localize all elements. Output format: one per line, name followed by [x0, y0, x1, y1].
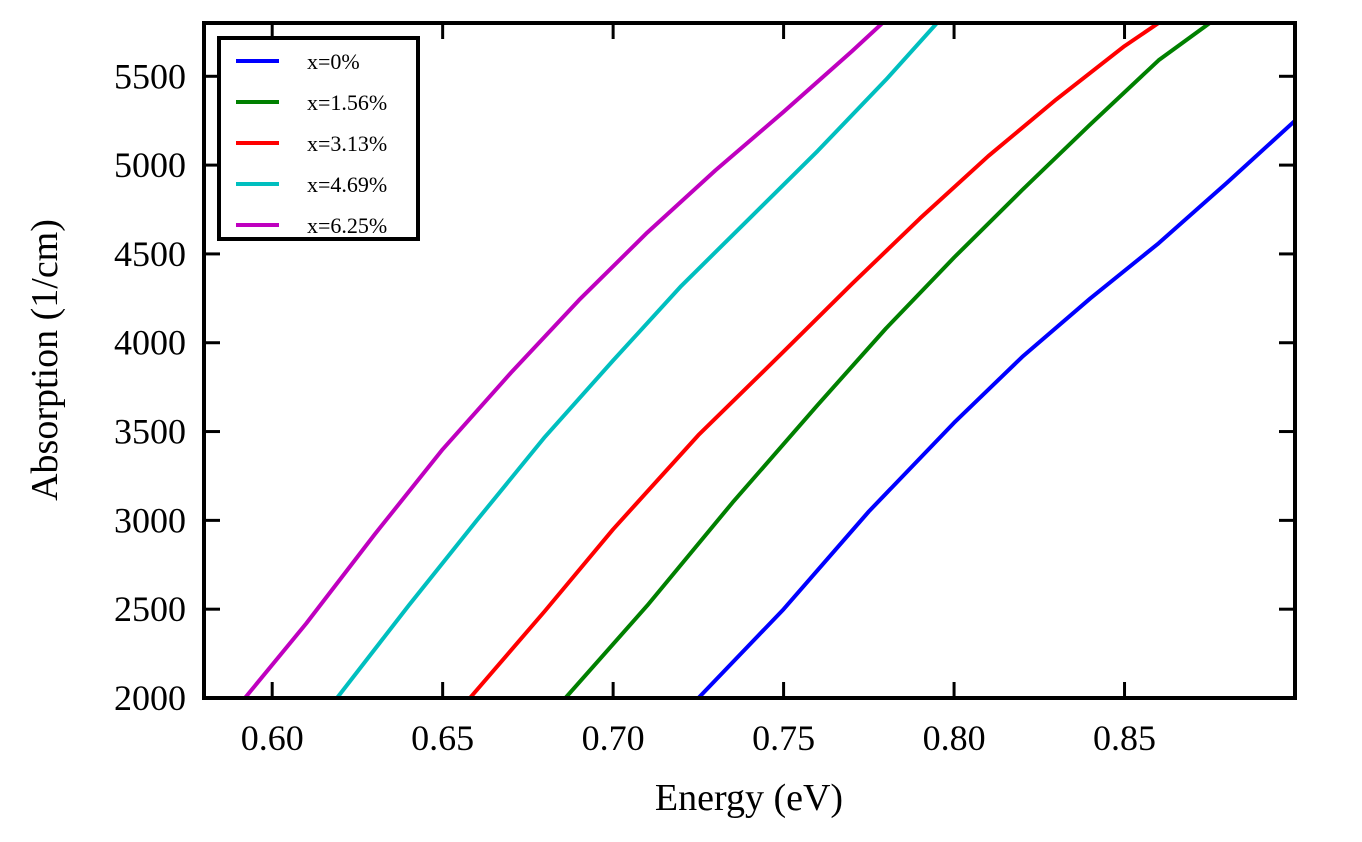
y-tick-label: 5000 [114, 145, 186, 185]
y-tick-label: 5500 [114, 56, 186, 96]
x-tick-label: 0.80 [923, 718, 986, 758]
legend-frame [217, 36, 420, 241]
plot-area-frame [202, 21, 1297, 700]
series-line-0 [696, 119, 1295, 698]
y-tick-label: 4500 [114, 234, 186, 274]
legend-label-2: x=3.13% [307, 131, 387, 156]
series-layer [243, 23, 1295, 698]
series-line-1 [563, 23, 1211, 698]
y-tick-label: 2000 [114, 678, 186, 718]
series-line-3 [335, 23, 939, 698]
legend-label-4: x=6.25% [307, 213, 387, 238]
legend-label-1: x=1.56% [307, 90, 387, 115]
y-axis-label: Absorption (1/cm) [24, 219, 66, 501]
y-tick-label: 2500 [114, 589, 186, 629]
legend-label-0: x=0% [307, 49, 360, 74]
x-tick-label: 0.85 [1093, 718, 1156, 758]
series-line-2 [468, 23, 1160, 698]
legend: x=0% x=1.56% x=3.13% x=4.69% x=6.25% [217, 36, 420, 241]
x-axis-label: Energy (eV) [655, 777, 843, 819]
x-tick-label: 0.75 [752, 718, 815, 758]
x-tick-label: 0.70 [582, 718, 645, 758]
y-tick-label: 3500 [114, 412, 186, 452]
x-axis: 0.60 0.65 0.70 0.75 0.80 0.85 [241, 23, 1156, 758]
legend-label-3: x=4.69% [307, 172, 387, 197]
y-axis: 2000 2500 3000 3500 4000 4500 5000 5500 [114, 56, 1295, 718]
y-tick-label: 3000 [114, 500, 186, 540]
y-tick-label: 4000 [114, 323, 186, 363]
x-tick-label: 0.65 [411, 718, 474, 758]
x-tick-label: 0.60 [241, 718, 304, 758]
series-line-4 [243, 23, 884, 698]
